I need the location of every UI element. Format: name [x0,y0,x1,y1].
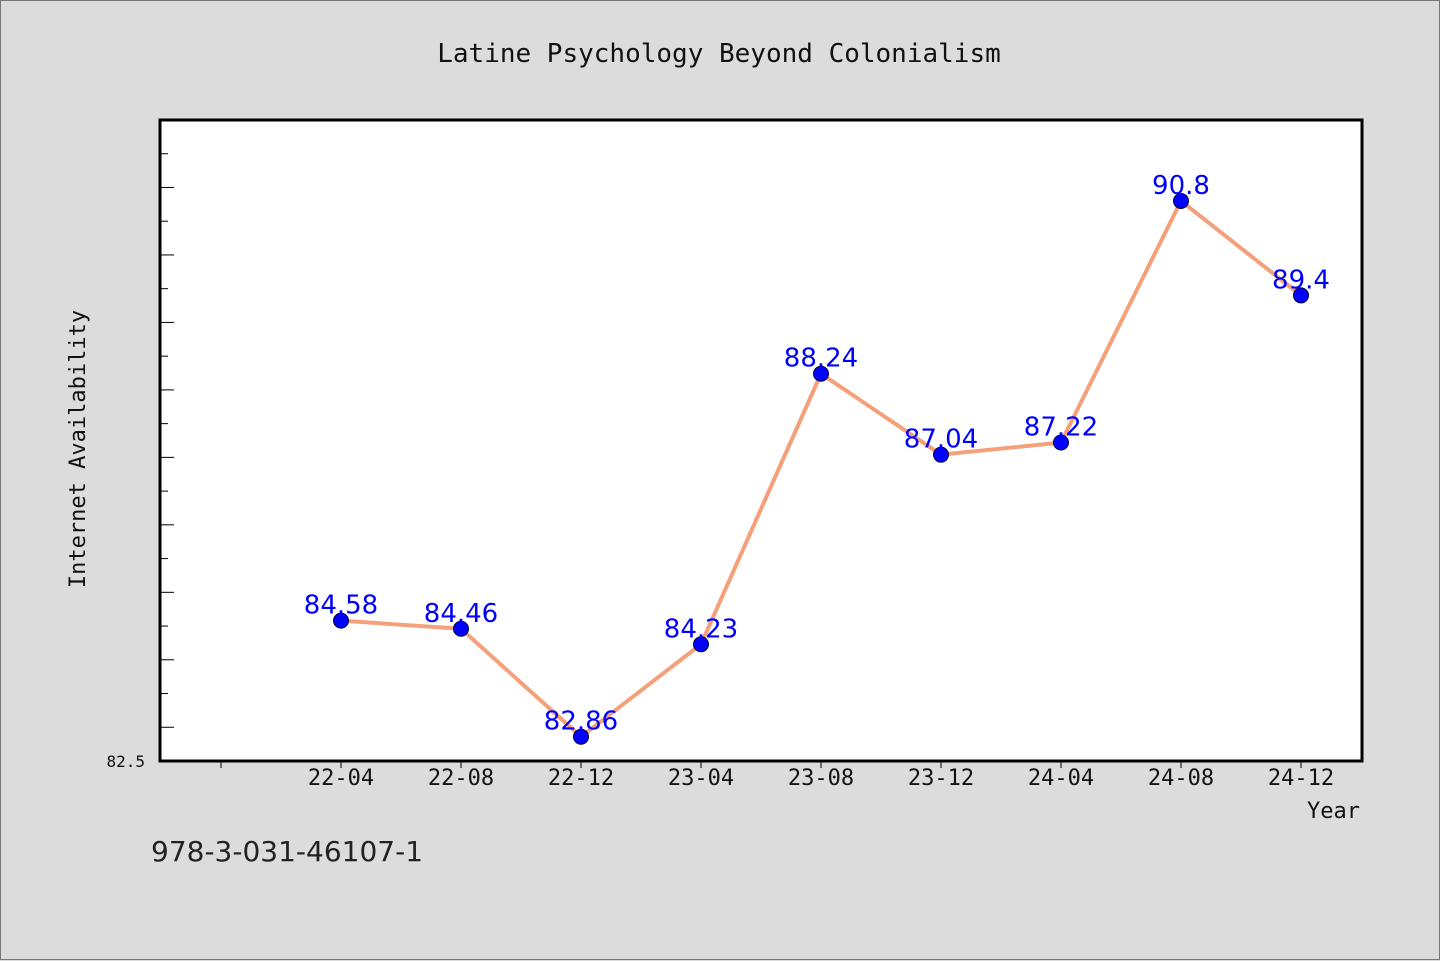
data-point [333,612,349,629]
x-tick-label: 24-08 [1148,766,1214,791]
data-label: 90.8 [1152,171,1210,201]
data-point [573,728,589,745]
series-markers [333,192,1309,745]
x-axis-label: Year [1307,799,1360,824]
chart-title: Latine Psychology Beyond Colonialism [437,39,1001,69]
y-axis-label: Internet Availability [66,310,91,588]
x-tick-label: 23-04 [668,766,734,791]
data-label: 87.22 [1024,413,1098,443]
data-labels: 84.58 84.46 82.86 84.23 88.24 87.04 87.22 90.8 8… [304,171,1330,737]
x-tick-label: 24-04 [1028,766,1094,791]
axis-ticks [160,119,1302,768]
isbn-text: 978-3-031-46107-1 [151,835,424,868]
data-label: 84.23 [664,614,738,644]
x-tick-label: 22-12 [548,766,614,791]
data-point [933,446,949,463]
data-point [1053,434,1069,451]
data-label: 88.24 [784,344,858,374]
x-tick-label: 23-08 [788,766,854,791]
data-label: 89.4 [1272,265,1330,295]
plot-area [158,118,1364,763]
data-point [1173,192,1189,209]
data-point [1293,287,1309,304]
y-tick-label: 82.5 [106,752,145,771]
data-point [693,636,709,653]
data-label: 87.04 [904,425,978,455]
data-label: 82.86 [544,707,618,737]
data-point [453,620,469,637]
x-tick-label: 23-12 [908,766,974,791]
data-label: 84.46 [424,599,498,629]
data-label: 84.58 [304,591,378,621]
x-tick-label: 22-04 [308,766,374,791]
x-tick-label: 22-08 [428,766,494,791]
data-point [813,365,829,382]
x-tick-label: 24-12 [1268,766,1334,791]
x-tick-labels: 22-04 22-08 22-12 23-04 23-08 23-12 24-04 24-08… [308,766,1334,791]
